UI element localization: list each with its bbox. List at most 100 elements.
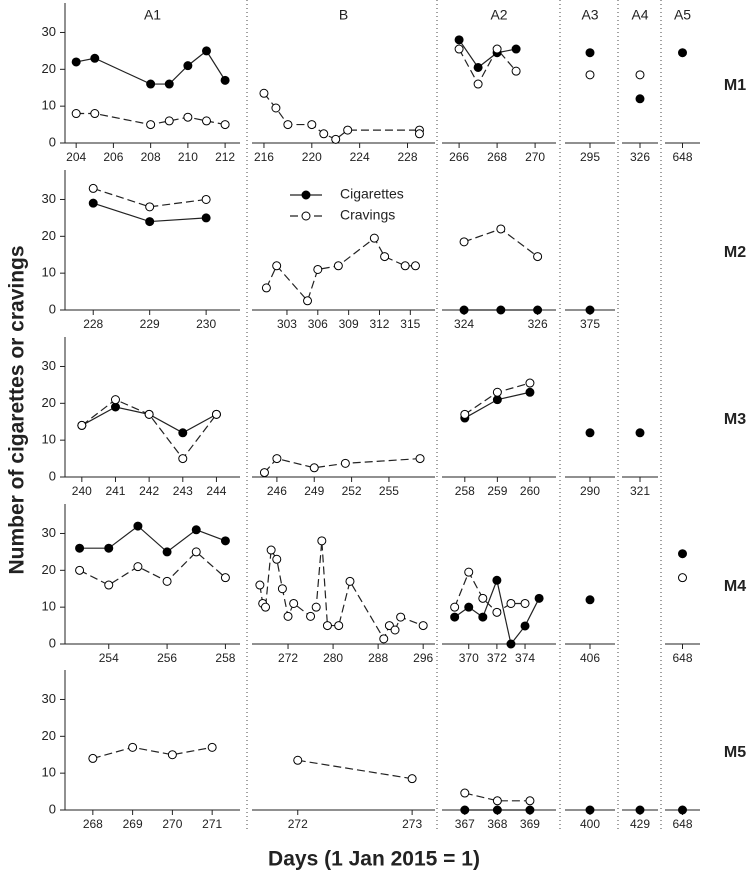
x-tick-label: 280 bbox=[323, 651, 343, 665]
series-line bbox=[454, 570, 526, 614]
y-tick-label: 20 bbox=[42, 562, 56, 577]
x-tick-label: 254 bbox=[99, 651, 119, 665]
x-tick-label: 290 bbox=[580, 484, 600, 498]
data-point bbox=[307, 120, 317, 130]
series-line bbox=[264, 457, 421, 473]
x-tick-label: 648 bbox=[672, 817, 692, 831]
series-line bbox=[92, 746, 213, 759]
data-point bbox=[492, 607, 502, 617]
data-point bbox=[525, 796, 535, 806]
data-point bbox=[678, 48, 687, 58]
x-tick-label: 270 bbox=[162, 817, 182, 831]
row-label: M4 bbox=[724, 578, 746, 595]
data-point bbox=[266, 545, 276, 555]
x-tick-label: 216 bbox=[254, 150, 274, 164]
x-tick-label: 255 bbox=[379, 484, 399, 498]
data-point bbox=[396, 612, 406, 622]
data-point bbox=[162, 576, 172, 586]
data-point bbox=[520, 598, 530, 608]
data-point bbox=[380, 252, 390, 262]
data-point bbox=[331, 134, 341, 144]
x-tick-label: 246 bbox=[267, 484, 287, 498]
x-tick-label: 244 bbox=[206, 484, 226, 498]
phase-label: B bbox=[339, 7, 348, 23]
data-point bbox=[400, 261, 410, 271]
legend-label: Cravings bbox=[340, 207, 395, 223]
data-point bbox=[309, 463, 319, 473]
x-tick-label: 372 bbox=[487, 651, 507, 665]
data-point bbox=[178, 454, 188, 464]
x-tick-label: 309 bbox=[339, 317, 359, 331]
x-tick-label: 243 bbox=[173, 484, 193, 498]
data-point bbox=[220, 75, 230, 85]
x-tick-label: 271 bbox=[202, 817, 222, 831]
data-point bbox=[390, 625, 400, 635]
data-point bbox=[454, 44, 464, 54]
data-point bbox=[678, 573, 687, 583]
data-point bbox=[333, 261, 343, 271]
x-tick-label: 400 bbox=[580, 817, 600, 831]
data-point bbox=[77, 420, 87, 430]
data-point bbox=[145, 217, 155, 227]
x-tick-label: 368 bbox=[487, 817, 507, 831]
data-point bbox=[492, 805, 502, 815]
data-point bbox=[492, 44, 502, 54]
data-point bbox=[255, 580, 265, 590]
x-tick-label: 268 bbox=[487, 150, 507, 164]
series-line bbox=[458, 39, 517, 69]
y-tick-label: 0 bbox=[49, 468, 56, 483]
x-tick-label: 312 bbox=[369, 317, 389, 331]
x-tick-label: 229 bbox=[140, 317, 160, 331]
data-point bbox=[104, 543, 114, 553]
series-line bbox=[81, 398, 217, 460]
row-label: M1 bbox=[724, 77, 746, 94]
x-tick-label: 269 bbox=[123, 817, 143, 831]
data-point bbox=[585, 805, 595, 815]
data-point bbox=[635, 805, 645, 815]
x-tick-label: 258 bbox=[215, 651, 235, 665]
data-point bbox=[464, 602, 474, 612]
x-tick-label: 259 bbox=[487, 484, 507, 498]
data-point bbox=[104, 580, 114, 590]
x-tick-label: 270 bbox=[525, 150, 545, 164]
data-point bbox=[635, 94, 645, 104]
data-point bbox=[178, 428, 188, 438]
data-point bbox=[407, 774, 417, 784]
x-tick-label: 228 bbox=[83, 317, 103, 331]
data-point bbox=[90, 109, 100, 119]
y-tick-label: 30 bbox=[42, 691, 56, 706]
data-point bbox=[473, 62, 483, 72]
series-line bbox=[297, 759, 413, 780]
data-point bbox=[478, 593, 488, 603]
x-tick-label: 367 bbox=[455, 817, 475, 831]
x-tick-label: 295 bbox=[580, 150, 600, 164]
y-tick-label: 10 bbox=[42, 265, 56, 280]
data-point bbox=[450, 612, 460, 622]
data-point bbox=[511, 66, 521, 76]
x-tick-label: 224 bbox=[350, 150, 370, 164]
phase-label: A5 bbox=[674, 7, 691, 23]
x-tick-label: 326 bbox=[528, 317, 548, 331]
data-point bbox=[450, 602, 460, 612]
x-tick-label: 230 bbox=[196, 317, 216, 331]
data-point bbox=[473, 79, 483, 89]
x-tick-label: 369 bbox=[520, 817, 540, 831]
data-point bbox=[414, 129, 424, 139]
data-point bbox=[272, 454, 282, 464]
data-point bbox=[585, 305, 595, 315]
y-tick-label: 0 bbox=[49, 301, 56, 316]
x-tick-label: 242 bbox=[139, 484, 159, 498]
x-tick-label: 204 bbox=[66, 150, 86, 164]
data-point bbox=[340, 458, 350, 468]
data-point bbox=[133, 521, 143, 531]
data-point bbox=[585, 48, 595, 58]
data-point bbox=[220, 573, 230, 583]
y-tick-label: 10 bbox=[42, 765, 56, 780]
phase-label: A2 bbox=[490, 7, 507, 23]
data-point bbox=[283, 120, 293, 130]
data-point bbox=[201, 116, 211, 126]
data-point bbox=[90, 53, 100, 63]
data-point bbox=[71, 57, 81, 67]
x-tick-label: 228 bbox=[397, 150, 417, 164]
x-tick-label: 429 bbox=[630, 817, 650, 831]
